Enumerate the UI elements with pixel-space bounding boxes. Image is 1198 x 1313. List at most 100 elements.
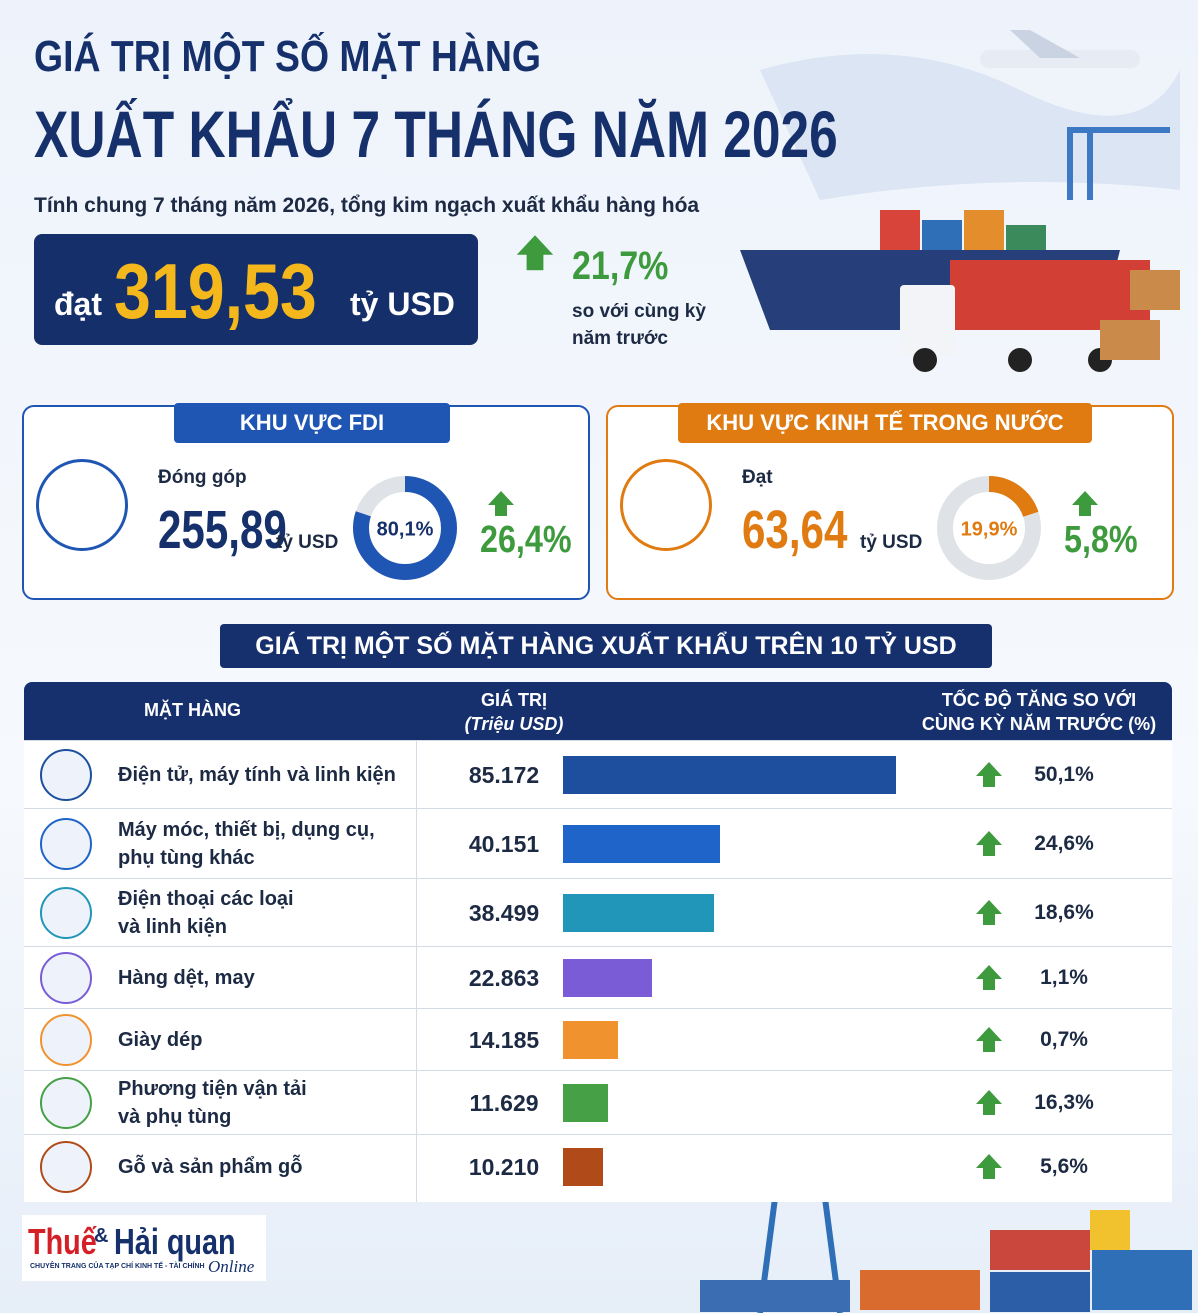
- item-name: Giày dép: [118, 1009, 202, 1071]
- item-value: 22.863: [468, 965, 540, 991]
- sector-box: KHU VỰC FDI Đóng góp 255,89 tỷ USD 80,1% 26,4…: [22, 403, 590, 600]
- value-bar: [563, 894, 714, 932]
- item-name: Phương tiện vận tải và phụ tùng: [118, 1071, 307, 1135]
- sector-icon: [36, 459, 128, 551]
- row-icon: [40, 952, 92, 1004]
- item-value: 10.210: [468, 1154, 540, 1180]
- header-item: MẶT HÀNG: [144, 700, 241, 720]
- header-growth: TỐC ĐỘ TĂNG SO VỚI CÙNG KỲ NĂM TRƯỚC (%): [914, 688, 1164, 736]
- item-name-line: Điện tử, máy tính và linh kiện: [118, 764, 396, 786]
- up-arrow: [976, 762, 1002, 787]
- column-divider: [416, 740, 417, 1202]
- sector-amount: 63,64: [742, 500, 848, 560]
- value-bar: [563, 1148, 603, 1186]
- total-prefix: đạt: [54, 286, 102, 322]
- item-name: Điện tử, máy tính và linh kiện: [118, 741, 396, 809]
- value-bar: [563, 1084, 609, 1122]
- sector-title: KHU VỰC FDI: [174, 403, 450, 443]
- item-name-line: Gỗ và sản phẩm gỗ: [118, 1156, 303, 1178]
- up-arrow: [976, 1027, 1002, 1052]
- table-row: Giày dép 14.185 0,7%: [24, 1008, 1172, 1070]
- header-value: GIÁ TRỊ (Triệu USD): [444, 688, 584, 736]
- total-amount: 319,53: [114, 247, 317, 335]
- row-icon: [40, 1077, 92, 1129]
- donut-label: 80,1%: [377, 518, 434, 540]
- item-value: 14.185: [468, 1027, 540, 1053]
- logo-amp: &: [94, 1225, 109, 1247]
- sector-unit: tỷ USD: [276, 532, 339, 553]
- up-arrow: [1072, 491, 1098, 516]
- table-row: Hàng dệt, may 22.863 1,1%: [24, 946, 1172, 1008]
- item-name: Điện thoại các loại và linh kiện: [118, 879, 294, 947]
- item-growth: 16,3%: [1034, 1091, 1094, 1114]
- sector-label: Đóng góp: [158, 467, 247, 488]
- row-icon: [40, 887, 92, 939]
- sector-unit: tỷ USD: [860, 532, 923, 553]
- logo-brand-1: Thuế: [28, 1221, 97, 1262]
- logo-brand-2: Hải quan: [114, 1221, 236, 1262]
- value-bar: [563, 1021, 619, 1059]
- logo-suffix: Online: [208, 1257, 255, 1276]
- intro: Tính chung 7 tháng năm 2026, tổng kim ng…: [34, 194, 700, 217]
- sector-label: Đạt: [742, 467, 773, 488]
- item-name-line: Hàng dệt, may: [118, 967, 255, 989]
- up-arrow: [516, 235, 554, 271]
- item-value: 40.151: [468, 831, 540, 857]
- growth-note-line: năm trước: [572, 328, 668, 349]
- decoration: [740, 30, 1180, 372]
- table-title: GIÁ TRỊ MỘT SỐ MẶT HÀNG XUẤT KHẨU TRÊN 1…: [220, 624, 992, 668]
- up-arrow: [976, 831, 1002, 856]
- item-name-line: phụ tùng khác: [118, 847, 255, 869]
- item-growth: 1,1%: [1040, 966, 1088, 989]
- value-bar: [563, 959, 653, 997]
- item-name: Máy móc, thiết bị, dụng cụ, phụ tùng khác: [118, 809, 375, 879]
- header-value-label: GIÁ TRỊ: [481, 690, 547, 710]
- item-name-line: Phương tiện vận tải: [118, 1078, 307, 1100]
- logo-tagline: CHUYÊN TRANG CỦA TẠP CHÍ KINH TẾ - TÀI C…: [30, 1263, 205, 1270]
- header-value-unit: (Triệu USD): [464, 714, 564, 734]
- row-icon: [40, 818, 92, 870]
- up-arrow: [976, 1154, 1002, 1179]
- growth-note-line: so với cùng kỳ: [572, 301, 706, 322]
- total-box: đạt 319,53 tỷ USD: [34, 234, 478, 345]
- table-row: Phương tiện vận tải và phụ tùng 11.629 16,3…: [24, 1070, 1172, 1134]
- table-header: MẶT HÀNG GIÁ TRỊ (Triệu USD) TỐC ĐỘ TĂNG …: [24, 682, 1172, 740]
- item-name-line: Điện thoại các loại: [118, 888, 294, 910]
- donut-arc: [353, 476, 457, 580]
- up-arrow: [976, 900, 1002, 925]
- item-value: 11.629: [469, 1090, 539, 1116]
- donut-label: 19,9%: [961, 518, 1018, 540]
- sector-title: KHU VỰC KINH TẾ TRONG NƯỚC: [678, 403, 1092, 443]
- up-arrow: [976, 965, 1002, 990]
- row-icon: [40, 1141, 92, 1193]
- item-name-line: và phụ tùng: [118, 1106, 232, 1128]
- table-row: Điện thoại các loại và linh kiện 38.499 18,…: [24, 878, 1172, 946]
- item-name: Gỗ và sản phẩm gỗ: [118, 1135, 302, 1199]
- title-line-2: XUẤT KHẨU 7 THÁNG NĂM 2026: [34, 97, 838, 171]
- table-row: Gỗ và sản phẩm gỗ 10.210 5,6%: [24, 1134, 1172, 1198]
- sector-icon: [620, 459, 712, 551]
- item-value: 85.172: [468, 762, 540, 788]
- item-growth: 18,6%: [1034, 901, 1094, 924]
- table-row: Máy móc, thiết bị, dụng cụ, phụ tùng khác…: [24, 808, 1172, 878]
- sector-box: KHU VỰC KINH TẾ TRONG NƯỚC Đạt 63,64 tỷ USD…: [606, 403, 1174, 600]
- item-name-line: Máy móc, thiết bị, dụng cụ,: [118, 819, 375, 841]
- share-donut: 19,9%: [937, 476, 1041, 580]
- total-growth: 21,7%: [572, 244, 669, 288]
- value-bar: [563, 825, 720, 863]
- item-name-line: Giày dép: [118, 1029, 203, 1051]
- logo: Thuế & Hải quan CHUYÊN TRANG CỦA TẠP CHÍ…: [22, 1215, 266, 1281]
- donut-arc: [937, 476, 1041, 580]
- header-growth-line: TỐC ĐỘ TĂNG SO VỚI: [941, 690, 1137, 710]
- row-icon: [40, 749, 92, 801]
- item-growth: 5,6%: [1040, 1155, 1088, 1178]
- header-growth-line: CÙNG KỲ NĂM TRƯỚC (%): [921, 714, 1157, 734]
- sector-growth: 26,4%: [480, 519, 572, 561]
- growth-note: so với cùng kỳ năm trước: [572, 298, 706, 352]
- share-donut: 80,1%: [353, 476, 457, 580]
- item-name: Hàng dệt, may: [118, 947, 255, 1009]
- up-arrow: [488, 491, 514, 516]
- item-value: 38.499: [468, 900, 540, 926]
- value-bar: [563, 756, 896, 794]
